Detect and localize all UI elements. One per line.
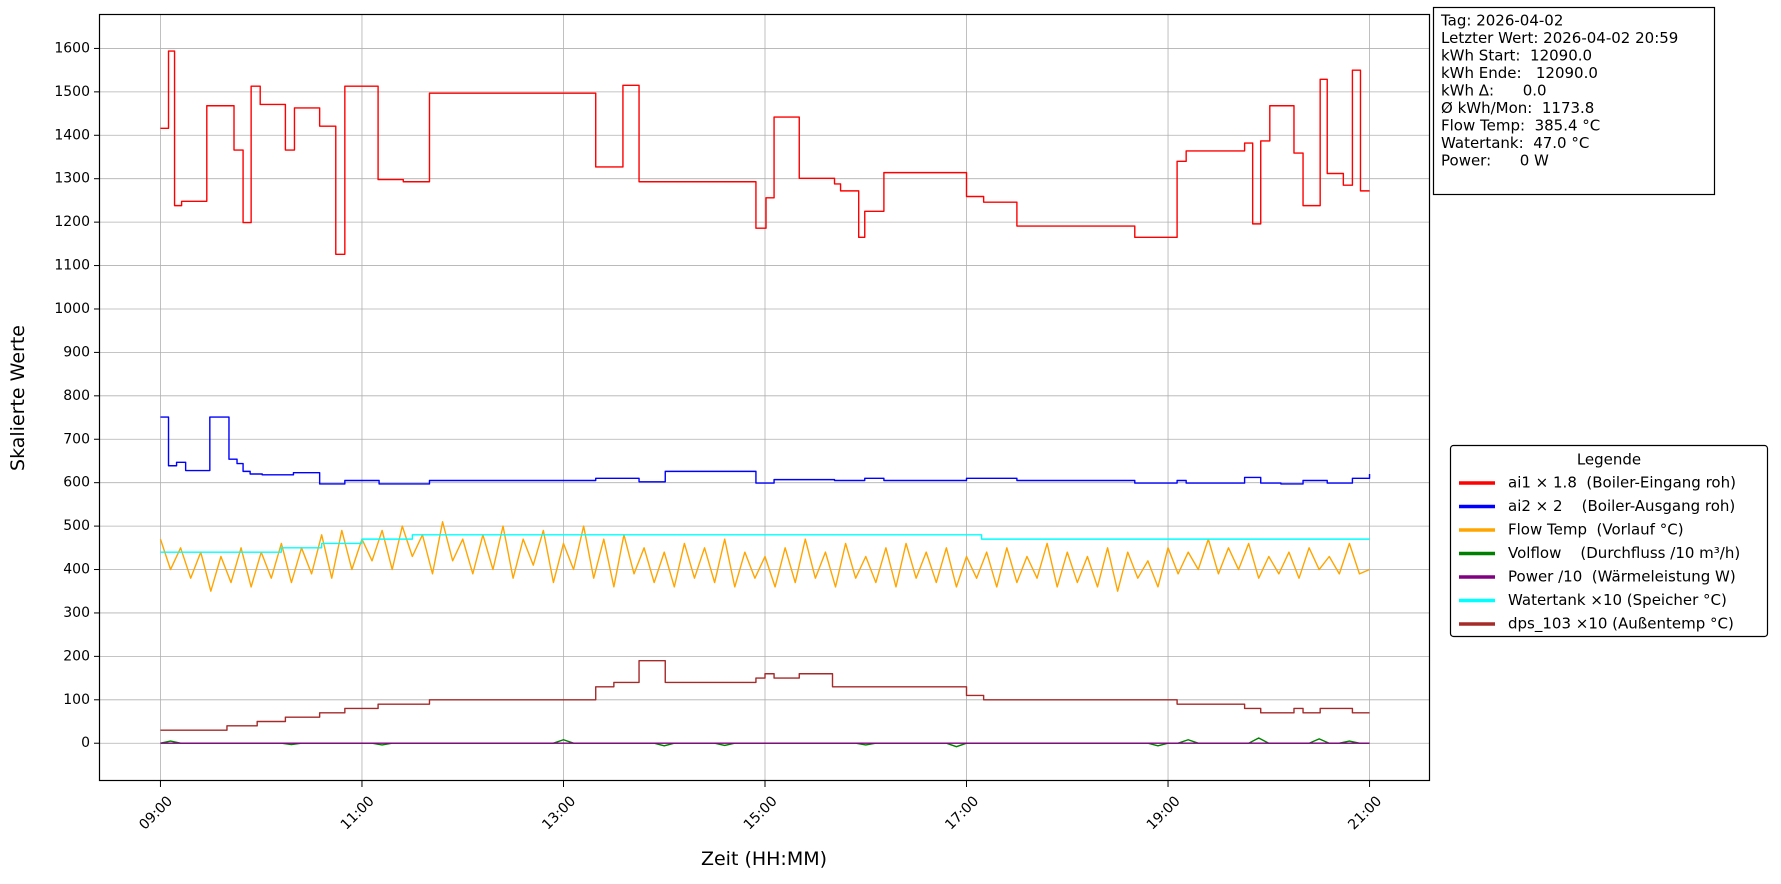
legend: Legende ai1 × 1.8 (Boiler-Eingang roh) ai… [1449,444,1769,638]
info-line: Letzter Wert: 2026-04-02 20:59 [1441,29,1678,47]
y-tick-label: 500 [63,518,90,534]
info-line: kWh Δ: 0.0 [1441,82,1547,100]
info-line: Watertank: 47.0 °C [1441,134,1589,152]
legend-label: ai2 × 2 (Boiler-Ausgang roh) [1508,497,1735,515]
y-tick-label: 1600 [54,40,90,56]
y-tick-label: 1200 [54,214,90,230]
y-tick-label: 1400 [54,127,90,143]
y-tick-label: 1000 [54,301,90,317]
plot-frame [98,13,1431,782]
y-tick-label: 900 [63,344,90,360]
y-tick-label: 1100 [54,258,90,274]
legend-label: Volflow (Durchfluss /10 m³/h) [1508,544,1740,562]
series-line [160,50,1370,255]
y-tick-label: 1500 [54,84,90,100]
legend-label: dps_103 ×10 (Außentemp °C) [1508,615,1734,634]
info-line: kWh Ende: 12090.0 [1441,64,1598,82]
y-tick-label: 400 [63,562,90,578]
info-line: Tag: 2026-04-02 [1440,12,1563,30]
legend-frame [1449,444,1769,638]
y-axis-label: Skalierte Werte [7,325,29,471]
y-tick-label: 200 [63,648,90,664]
series-line [160,534,1370,553]
info-line: Ø kWh/Mon: 1173.8 [1441,99,1594,117]
y-tick-label: 800 [63,388,90,404]
y-tick-label: 600 [63,475,90,491]
legend-label: Watertank ×10 (Speicher °C) [1508,591,1727,609]
series-line [160,660,1370,731]
y-tick-label: 100 [63,692,90,708]
grid [100,15,1430,781]
y-tick-label: 700 [63,431,90,447]
y-tick-label: 1300 [54,171,90,187]
y-tick-label: 300 [63,605,90,621]
legend-label: Flow Temp (Vorlauf °C) [1508,521,1684,539]
legend-label: ai1 × 1.8 (Boiler-Eingang roh) [1508,474,1736,492]
y-tick-label: 0 [81,735,90,751]
info-box-frame [1432,6,1716,196]
info-line: Power: 0 W [1441,152,1549,170]
legend-title: Legende [1577,451,1641,469]
x-axis-label: Zeit (HH:MM) [701,848,827,870]
info-line: kWh Start: 12090.0 [1441,47,1592,65]
series-line [160,416,1371,485]
legend-label: Power /10 (Wärmeleistung W) [1508,568,1736,586]
plot-lines [159,50,1371,748]
info-line: Flow Temp: 385.4 °C [1441,117,1600,135]
